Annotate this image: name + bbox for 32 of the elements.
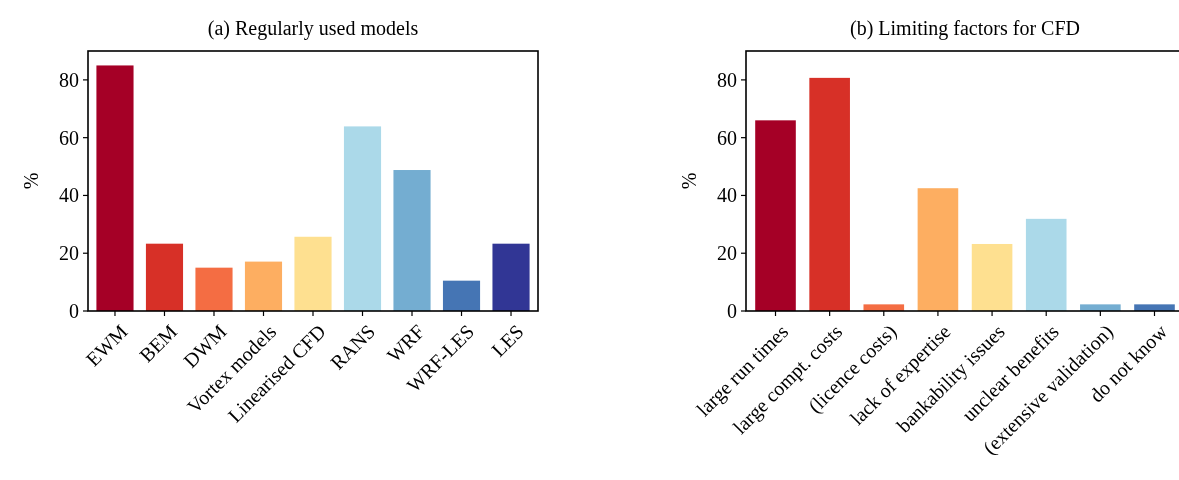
bar bbox=[1025, 218, 1067, 311]
y-tick-label: 40 bbox=[717, 184, 737, 207]
y-tick-label: 20 bbox=[59, 242, 79, 265]
bar bbox=[244, 261, 283, 311]
bar bbox=[809, 77, 850, 311]
bar bbox=[755, 120, 796, 311]
bar bbox=[863, 304, 905, 311]
bar bbox=[393, 170, 431, 311]
bar bbox=[442, 280, 481, 311]
y-tick-label: 0 bbox=[69, 300, 79, 322]
y-tick-label: 60 bbox=[717, 126, 737, 149]
bar bbox=[145, 243, 184, 311]
bar bbox=[917, 188, 959, 311]
y-tick-label: 80 bbox=[717, 68, 737, 91]
bar bbox=[1080, 304, 1121, 311]
y-tick-label: 20 bbox=[717, 242, 737, 265]
bar bbox=[96, 65, 134, 311]
y-tick-label: 40 bbox=[59, 184, 79, 207]
chart-title: (b) Limiting factors for CFD bbox=[850, 17, 1080, 40]
bar bbox=[343, 126, 382, 311]
chart-title: (a) Regularly used models bbox=[207, 17, 419, 40]
y-tick-label: 80 bbox=[59, 68, 79, 91]
x-tick-label: LES bbox=[487, 320, 528, 361]
y-axis-title: % bbox=[678, 172, 700, 190]
y-axis-title: % bbox=[20, 172, 42, 190]
bar bbox=[1134, 304, 1175, 311]
bar bbox=[195, 267, 233, 311]
bar bbox=[971, 243, 1013, 311]
bar bbox=[294, 236, 332, 311]
bar bbox=[492, 243, 530, 311]
y-tick-label: 0 bbox=[727, 300, 737, 322]
y-tick-label: 60 bbox=[59, 126, 79, 149]
